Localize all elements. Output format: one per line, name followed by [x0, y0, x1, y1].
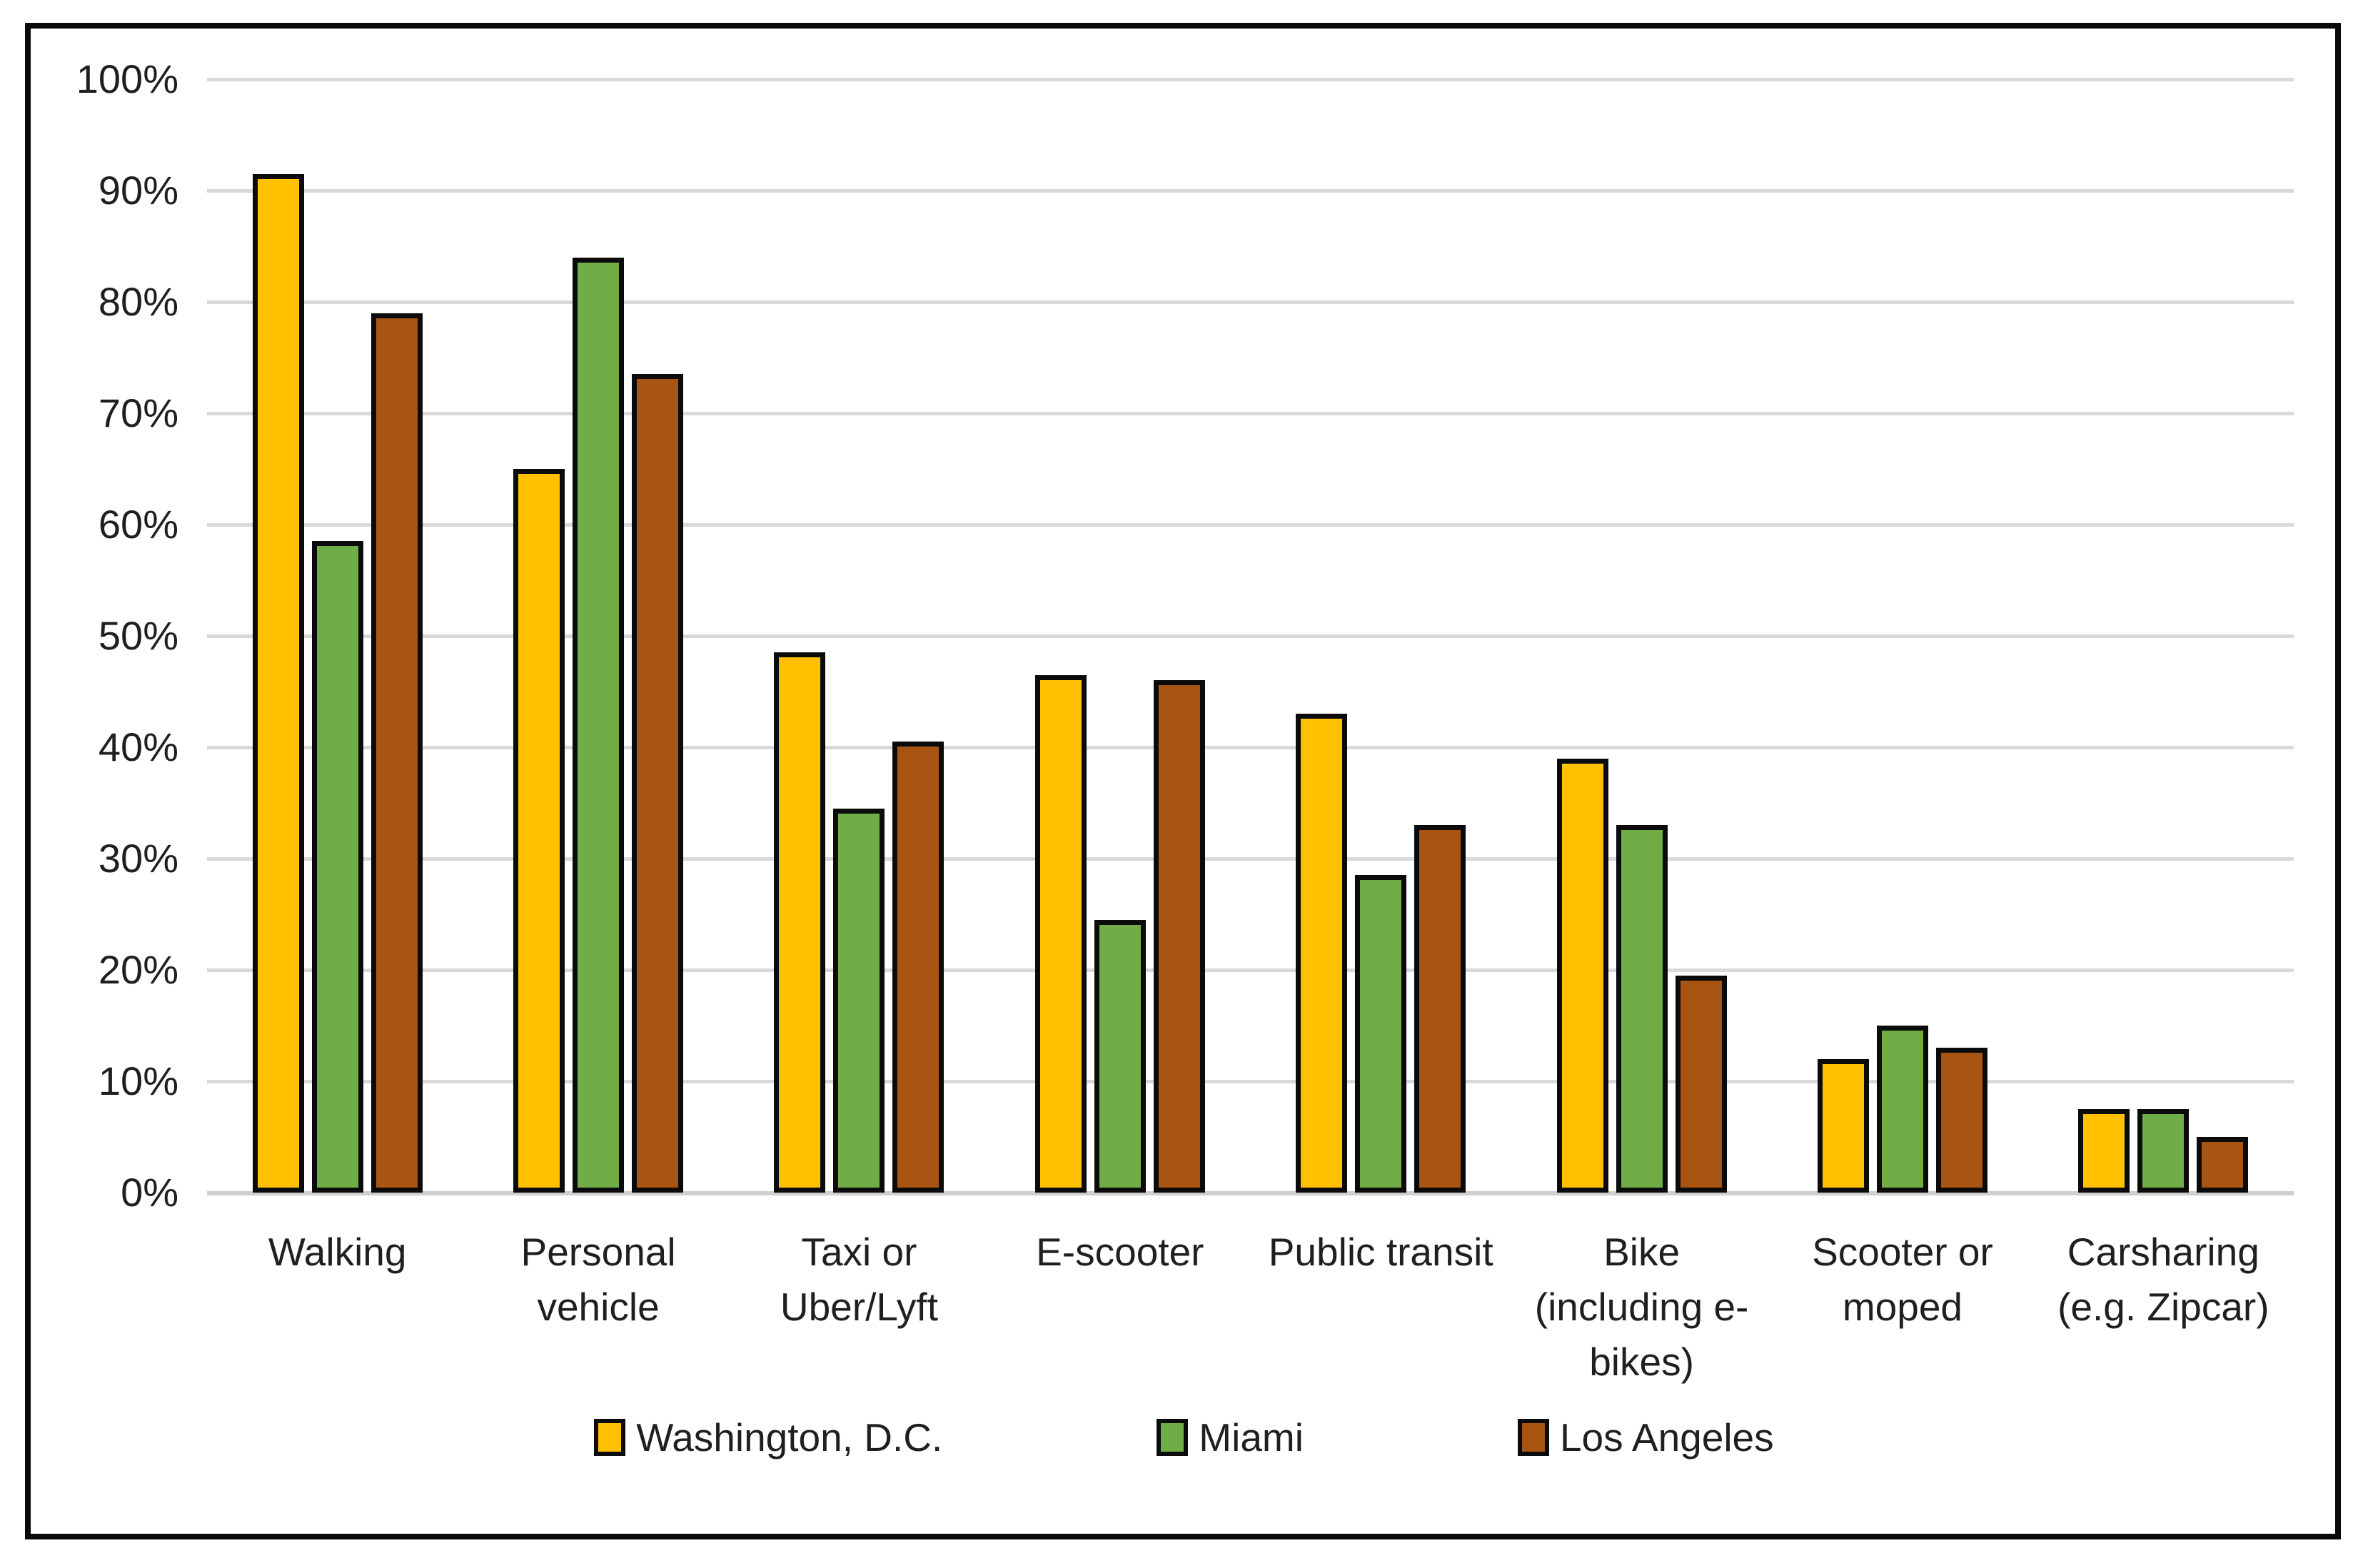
- x-label-bike-including-e-bikes: Bike (including e- bikes): [1534, 1230, 1749, 1384]
- gridline-80: [207, 300, 2294, 304]
- x-label-walking: Walking: [268, 1230, 407, 1274]
- bar-los-angeles-personal-vehicle: [632, 374, 684, 1193]
- y-tick-label-90: 90%: [98, 168, 178, 213]
- category-group-taxi-or-uber-lyft: [729, 79, 989, 1193]
- category-group-walking: [207, 79, 468, 1193]
- bar-los-angeles-taxi-or-uber-lyft: [892, 742, 944, 1193]
- gridline-30: [207, 857, 2294, 861]
- y-tick-label-10: 10%: [98, 1058, 178, 1103]
- category-group-e-scooter: [989, 79, 1250, 1193]
- legend-swatch-washington-d-c-icon: [594, 1419, 626, 1456]
- y-tick-label-100: 100%: [76, 56, 178, 101]
- gridline-20: [207, 968, 2294, 972]
- legend: Washington, D.C. Miami Los Angeles: [0, 1415, 2368, 1460]
- bar-los-angeles-public-transit: [1414, 825, 1466, 1193]
- legend-item-los-angeles: Los Angeles: [1517, 1415, 1774, 1460]
- category-group-scooter-or-moped: [1772, 79, 2032, 1193]
- x-label-carsharing-e-g-zipcar: Carsharing (e.g. Zipcar): [2057, 1230, 2269, 1329]
- gridline-0: [207, 1191, 2294, 1195]
- bar-washington-d-c-e-scooter: [1034, 675, 1087, 1193]
- legend-label-los-angeles: Los Angeles: [1559, 1415, 1774, 1460]
- bar-miami-public-transit: [1355, 875, 1407, 1193]
- bar-washington-d-c-taxi-or-uber-lyft: [774, 652, 826, 1193]
- y-tick-label-30: 30%: [98, 836, 178, 881]
- bar-los-angeles-e-scooter: [1153, 680, 1205, 1193]
- bar-los-angeles-carsharing-e-g-zipcar: [2197, 1137, 2249, 1193]
- bar-groups: [207, 79, 2294, 1193]
- bar-los-angeles-bike-including-e-bikes: [1675, 976, 1727, 1193]
- category-group-personal-vehicle: [468, 79, 728, 1193]
- y-tick-label-50: 50%: [98, 613, 178, 658]
- gridline-40: [207, 746, 2294, 749]
- gridline-50: [207, 634, 2294, 638]
- x-label-taxi-or-uber-lyft: Taxi or Uber/Lyft: [780, 1230, 938, 1329]
- bar-los-angeles-scooter-or-moped: [1935, 1048, 1987, 1193]
- bar-miami-scooter-or-moped: [1876, 1026, 1928, 1193]
- legend-label-washington-d-c: Washington, D.C.: [636, 1415, 943, 1460]
- bar-washington-d-c-carsharing-e-g-zipcar: [2078, 1109, 2130, 1193]
- bar-miami-walking: [311, 541, 363, 1193]
- legend-item-washington-d-c: Washington, D.C.: [594, 1415, 942, 1460]
- y-tick-label-40: 40%: [98, 724, 178, 769]
- bar-washington-d-c-walking: [252, 174, 304, 1193]
- plot-area: [207, 78, 2294, 1195]
- x-label-public-transit: Public transit: [1268, 1230, 1493, 1274]
- category-group-carsharing-e-g-zipcar: [2033, 79, 2294, 1193]
- bar-washington-d-c-bike-including-e-bikes: [1556, 759, 1608, 1193]
- bar-miami-e-scooter: [1094, 920, 1146, 1193]
- x-label-scooter-or-moped: Scooter or moped: [1812, 1230, 1993, 1329]
- legend-item-miami: Miami: [1157, 1415, 1304, 1460]
- bar-los-angeles-walking: [371, 313, 423, 1193]
- bar-washington-d-c-public-transit: [1296, 714, 1348, 1193]
- category-group-public-transit: [1251, 79, 1511, 1193]
- y-tick-label-60: 60%: [98, 502, 178, 547]
- y-tick-label-0: 0%: [121, 1170, 178, 1215]
- gridline-90: [207, 189, 2294, 193]
- category-group-bike-including-e-bikes: [1511, 79, 1772, 1193]
- bar-miami-taxi-or-uber-lyft: [833, 809, 885, 1193]
- x-label-e-scooter: E-scooter: [1036, 1230, 1204, 1274]
- y-tick-label-70: 70%: [98, 390, 178, 435]
- bar-washington-d-c-personal-vehicle: [513, 469, 565, 1193]
- bar-washington-d-c-scooter-or-moped: [1817, 1059, 1869, 1193]
- x-label-personal-vehicle: Personal vehicle: [520, 1230, 676, 1329]
- legend-swatch-los-angeles-icon: [1517, 1419, 1549, 1456]
- x-axis: Walking Personal vehicle Taxi or Uber/Lyft…: [207, 1225, 2294, 1390]
- y-tick-label-80: 80%: [98, 279, 178, 324]
- gridline-100: [207, 78, 2294, 81]
- gridline-10: [207, 1080, 2294, 1083]
- gridline-70: [207, 412, 2294, 415]
- gridline-60: [207, 523, 2294, 527]
- y-tick-label-20: 20%: [98, 947, 178, 992]
- legend-label-miami: Miami: [1199, 1415, 1304, 1460]
- bar-miami-personal-vehicle: [573, 258, 625, 1193]
- bar-miami-carsharing-e-g-zipcar: [2137, 1109, 2190, 1193]
- legend-swatch-miami-icon: [1157, 1419, 1189, 1456]
- bar-miami-bike-including-e-bikes: [1616, 825, 1668, 1193]
